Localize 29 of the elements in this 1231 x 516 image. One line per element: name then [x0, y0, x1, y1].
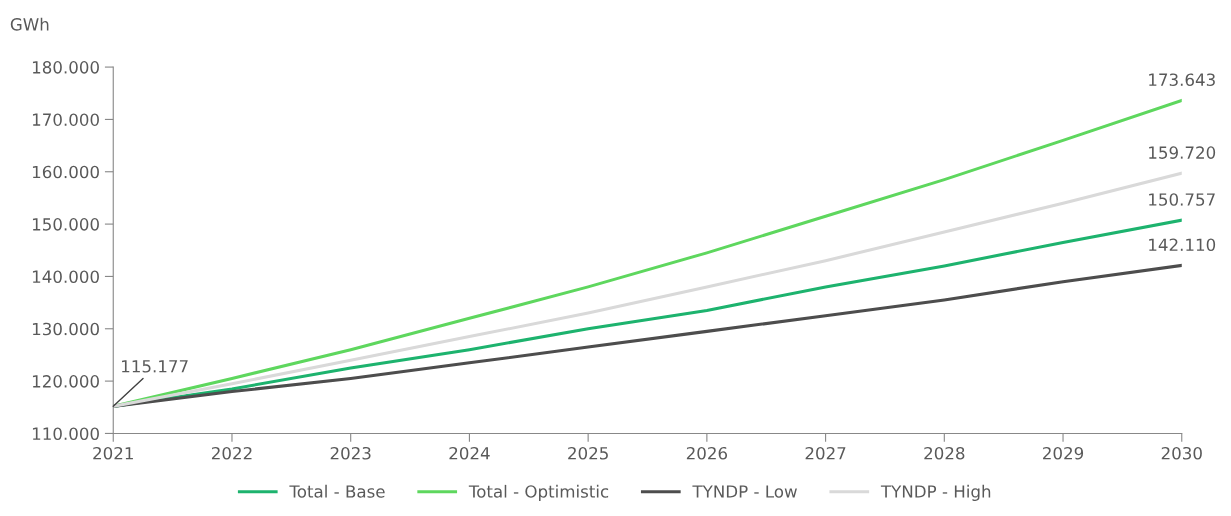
data-label: 159.720 — [1149, 146, 1216, 159]
x-tick-label: 2023 — [330, 446, 371, 460]
y-tick-label: 110.000 — [32, 427, 99, 441]
x-tick-label: 2021 — [93, 446, 133, 460]
x-tick-label: 2028 — [924, 446, 965, 460]
y-tick-label: 130.000 — [32, 322, 99, 336]
y-tick-label: 160.000 — [32, 165, 99, 179]
legend-label: TYNDP - High — [880, 484, 991, 501]
x-tick-label: 2024 — [449, 446, 490, 460]
y-tick-label: 120.000 — [32, 375, 99, 388]
legend-label: TYNDP - Low — [692, 485, 797, 498]
x-tick-label: 2026 — [686, 446, 728, 460]
data-label: 150.757 — [1149, 193, 1215, 206]
x-tick-label: 2030 — [1161, 446, 1202, 460]
data-label: 173.643 — [1149, 73, 1215, 87]
y-tick-label: 180.000 — [32, 61, 99, 74]
x-tick-label: 2025 — [568, 446, 608, 460]
legend-label: Total - Base — [289, 484, 385, 498]
y-tick-label: 140.000 — [32, 270, 99, 283]
x-tick-label: 2022 — [211, 446, 252, 460]
y-tick-label: 170.000 — [32, 113, 99, 126]
y-axis-title: GWh — [10, 17, 49, 31]
x-tick-label: 2027 — [805, 446, 846, 460]
line-series — [113, 263, 1182, 408]
data-label: 115.177 — [122, 360, 188, 373]
x-tick-label: 2029 — [1043, 446, 1084, 460]
data-label: 142.110 — [1149, 238, 1216, 252]
y-tick-label: 150.000 — [32, 218, 99, 231]
legend-label: Total - Optimistic — [468, 484, 609, 501]
